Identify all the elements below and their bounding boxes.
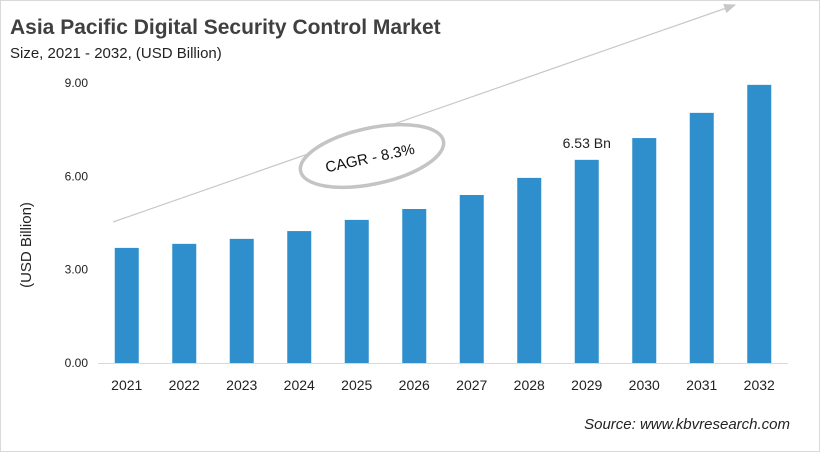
x-tick-label: 2032 — [744, 377, 775, 393]
bar-2026 — [402, 209, 427, 363]
bar-2025 — [344, 219, 369, 363]
bar-2024 — [287, 231, 312, 363]
bar-2022 — [172, 243, 197, 363]
y-tick-label: 0.00 — [65, 356, 89, 370]
y-axis-label: (USD Billion) — [18, 202, 35, 288]
trend-arrow — [112, 4, 737, 223]
x-tick-label: 2025 — [341, 377, 372, 393]
x-tick-label: 2026 — [399, 377, 430, 393]
x-tick-label: 2031 — [686, 377, 717, 393]
x-tick-label: 2021 — [111, 377, 142, 393]
bar-2028 — [517, 177, 542, 363]
cagr-ellipse — [298, 122, 446, 190]
bar-2032 — [747, 84, 772, 363]
x-tick-label: 2030 — [629, 377, 660, 393]
source-note: Source: www.kbvresearch.com — [584, 416, 790, 433]
bar-2030 — [632, 138, 657, 363]
x-tick-label: 2024 — [284, 377, 315, 393]
chart-subtitle: Size, 2021 - 2032, (USD Billion) — [10, 45, 222, 62]
x-tick-label: 2028 — [514, 377, 545, 393]
y-tick-label: 9.00 — [65, 76, 89, 90]
x-tick-label: 2022 — [169, 377, 200, 393]
x-tick-label: 2023 — [226, 377, 257, 393]
bar-2027 — [459, 195, 484, 363]
bar-2031 — [689, 112, 714, 363]
data-label-2029: 6.53 Bn — [563, 135, 611, 151]
x-tick-label: 2027 — [456, 377, 487, 393]
bar-2021 — [114, 247, 139, 363]
x-tick-label: 2029 — [571, 377, 602, 393]
chart-title: Asia Pacific Digital Security Control Ma… — [10, 16, 441, 39]
bar-2029 — [574, 159, 599, 363]
y-tick-label: 3.00 — [65, 263, 89, 277]
bar-2023 — [229, 238, 254, 363]
y-tick-label: 6.00 — [65, 169, 89, 183]
